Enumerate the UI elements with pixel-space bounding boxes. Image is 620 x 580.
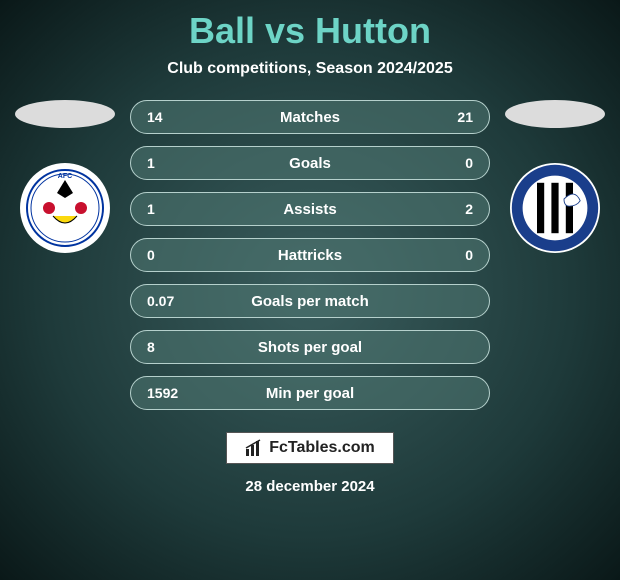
stat-right-value: 0: [433, 155, 473, 171]
stat-row: 1 Goals 0: [130, 146, 490, 180]
stat-row: 0 Hattricks 0: [130, 238, 490, 272]
page-title: Ball vs Hutton: [189, 10, 431, 52]
stat-row: 0.07 Goals per match: [130, 284, 490, 318]
player-right-placeholder: [505, 100, 605, 128]
left-club-crest: AFC: [20, 163, 110, 253]
right-side: [500, 100, 610, 253]
date-text: 28 december 2024: [245, 478, 374, 495]
stat-left-value: 1: [147, 201, 187, 217]
stat-left-value: 0.07: [147, 293, 187, 309]
gillingham-crest-icon: [510, 158, 600, 258]
chart-icon: [245, 439, 263, 457]
svg-text:AFC: AFC: [58, 173, 72, 180]
stat-label: Hattricks: [278, 247, 342, 264]
stat-right-value: 21: [433, 109, 473, 125]
stat-row: 14 Matches 21: [130, 100, 490, 134]
stat-row: 1 Assists 2: [130, 192, 490, 226]
stat-label: Goals: [289, 155, 331, 172]
stat-right-value: 2: [433, 201, 473, 217]
subtitle: Club competitions, Season 2024/2025: [167, 60, 452, 78]
stat-label: Shots per goal: [258, 339, 362, 356]
stat-left-value: 14: [147, 109, 187, 125]
stats-list: 14 Matches 21 1 Goals 0 1 Assists 2 0 Ha…: [130, 100, 490, 410]
stat-right-value: 0: [433, 247, 473, 263]
stat-left-value: 1592: [147, 385, 187, 401]
stat-label: Assists: [283, 201, 336, 218]
attribution-text: FcTables.com: [269, 439, 375, 457]
stat-label: Min per goal: [266, 385, 354, 402]
afc-wimbledon-crest-icon: AFC: [25, 168, 105, 248]
stat-left-value: 1: [147, 155, 187, 171]
stat-row: 1592 Min per goal: [130, 376, 490, 410]
left-side: AFC: [10, 100, 120, 253]
stat-left-value: 0: [147, 247, 187, 263]
stat-left-value: 8: [147, 339, 187, 355]
attribution-badge: FcTables.com: [226, 432, 394, 464]
stat-row: 8 Shots per goal: [130, 330, 490, 364]
stat-label: Goals per match: [251, 293, 369, 310]
right-club-crest: [510, 163, 600, 253]
player-left-placeholder: [15, 100, 115, 128]
footer: FcTables.com 28 december 2024: [226, 432, 394, 495]
stat-label: Matches: [280, 109, 340, 126]
content-area: AFC 14 Matches 21 1 Goals 0 1 Assists 2 …: [0, 100, 620, 410]
